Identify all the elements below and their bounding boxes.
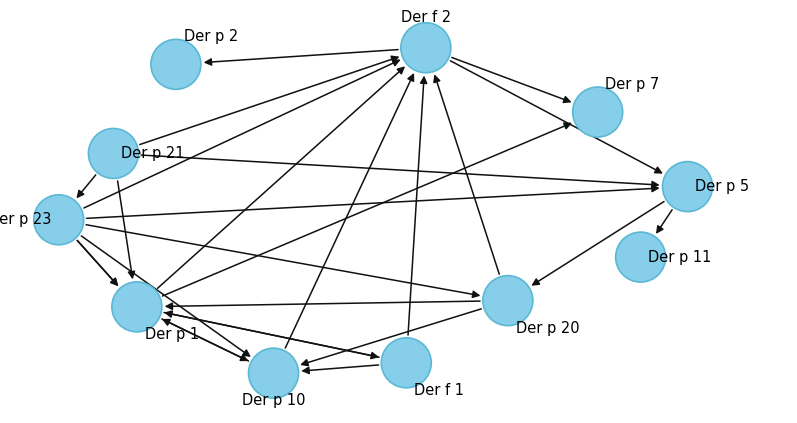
Text: Der p 10: Der p 10 (241, 393, 305, 408)
Text: Der p 7: Der p 7 (606, 77, 660, 92)
Ellipse shape (662, 162, 713, 212)
Text: Der p 5: Der p 5 (695, 179, 749, 194)
Ellipse shape (151, 39, 201, 89)
Text: Der p 21: Der p 21 (121, 146, 185, 161)
Text: Der p 11: Der p 11 (649, 250, 712, 265)
Ellipse shape (33, 195, 84, 245)
Ellipse shape (381, 338, 431, 388)
Ellipse shape (112, 282, 162, 332)
Ellipse shape (401, 23, 451, 73)
Ellipse shape (249, 348, 299, 398)
Text: Der f 1: Der f 1 (414, 383, 464, 398)
Ellipse shape (573, 87, 622, 137)
Ellipse shape (88, 129, 139, 179)
Text: Der p 2: Der p 2 (183, 30, 238, 44)
Ellipse shape (483, 276, 533, 326)
Text: Der f 2: Der f 2 (401, 10, 451, 25)
Text: Der p 23: Der p 23 (0, 212, 51, 227)
Text: Der p 20: Der p 20 (516, 321, 579, 335)
Text: Der p 1: Der p 1 (144, 327, 198, 342)
Ellipse shape (615, 232, 665, 282)
